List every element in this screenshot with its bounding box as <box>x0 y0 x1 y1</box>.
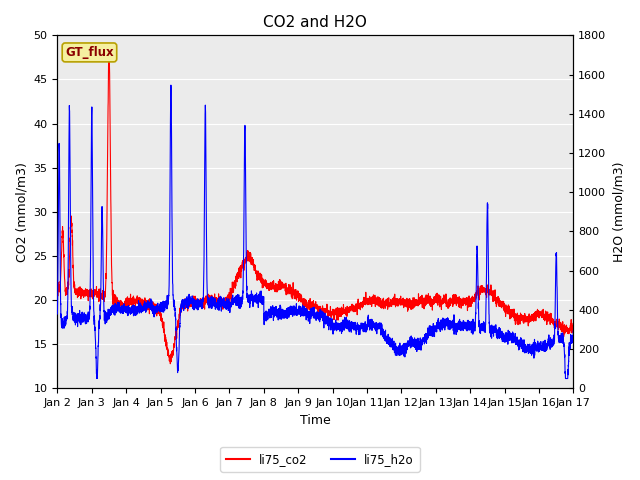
Legend: li75_co2, li75_h2o: li75_co2, li75_h2o <box>220 447 420 472</box>
Title: CO2 and H2O: CO2 and H2O <box>264 15 367 30</box>
Y-axis label: CO2 (mmol/m3): CO2 (mmol/m3) <box>15 162 28 262</box>
Y-axis label: H2O (mmol/m3): H2O (mmol/m3) <box>612 162 625 262</box>
X-axis label: Time: Time <box>300 414 331 427</box>
Text: GT_flux: GT_flux <box>65 46 114 59</box>
